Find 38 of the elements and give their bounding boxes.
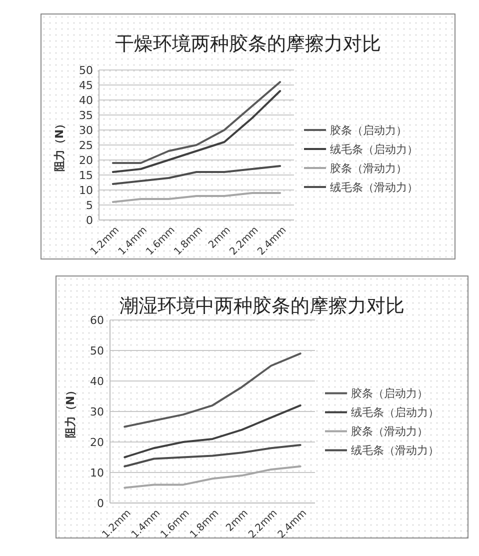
chart-title: 干燥环境两种胶条的摩擦力对比 (115, 33, 381, 55)
y-tick-label: 10 (90, 466, 104, 480)
y-tick-label: 5 (86, 198, 93, 212)
line-series (124, 352, 302, 428)
y-tick-label: 30 (79, 124, 93, 137)
line-series (112, 192, 282, 203)
y-tick-label: 0 (97, 496, 104, 510)
y-axis-title: 阻力（N） (53, 118, 66, 172)
line-series (112, 90, 282, 173)
line-series (124, 404, 302, 458)
legend-label: 胶条（滑动力） (351, 425, 428, 438)
y-tick-label: 25 (79, 138, 93, 152)
legend-label: 绒毛条（启动力） (330, 142, 418, 156)
y-tick-label: 20 (79, 154, 93, 167)
y-tick-label: 30 (90, 405, 104, 418)
line-series (112, 165, 282, 185)
legend-label: 绒毛条（滑动力） (351, 444, 439, 458)
line-series (124, 465, 302, 489)
legend-label: 胶条（滑动力） (330, 162, 407, 175)
legend-label: 胶条（启动力） (351, 387, 428, 400)
y-tick-label: 45 (79, 78, 93, 92)
y-tick-label: 40 (90, 374, 104, 388)
y-tick-label: 15 (79, 168, 93, 182)
y-tick-label: 40 (79, 94, 93, 107)
line-series (124, 444, 302, 468)
y-tick-label: 50 (90, 344, 104, 358)
chart-title: 潮湿环境中两种胶条的摩擦力对比 (120, 295, 404, 317)
legend-label: 绒毛条（滑动力） (330, 180, 418, 194)
legend-label: 绒毛条（启动力） (351, 406, 439, 420)
y-axis-title: 阻力（N） (64, 384, 77, 438)
y-tick-label: 20 (90, 436, 104, 449)
y-tick-label: 10 (79, 184, 93, 197)
y-tick-label: 35 (79, 108, 93, 122)
y-tick-label: 60 (90, 314, 104, 327)
legend-label: 胶条（启动力） (330, 124, 407, 137)
line-series (112, 81, 282, 164)
y-tick-label: 0 (86, 214, 93, 227)
y-tick-label: 50 (79, 64, 93, 77)
